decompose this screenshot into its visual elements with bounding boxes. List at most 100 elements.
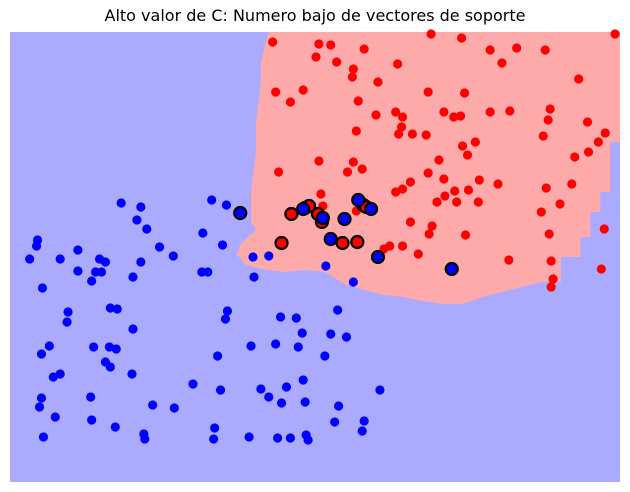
red-data-point bbox=[493, 179, 503, 189]
blue-data-point bbox=[264, 392, 274, 402]
blue-data-point bbox=[36, 393, 47, 403]
blue-data-point bbox=[128, 324, 138, 334]
red-data-point bbox=[357, 164, 367, 174]
blue-data-point bbox=[348, 277, 358, 287]
blue-data-point bbox=[168, 251, 178, 261]
red-data-point bbox=[273, 167, 284, 177]
blue-support-vector bbox=[323, 231, 338, 247]
blue-data-point bbox=[333, 305, 343, 315]
red-data-point bbox=[268, 37, 278, 47]
red-data-point bbox=[485, 107, 495, 117]
red-data-point bbox=[439, 174, 449, 184]
red-data-point bbox=[505, 106, 515, 116]
red-data-point bbox=[544, 229, 554, 239]
red-data-point bbox=[427, 221, 437, 231]
red-data-point bbox=[470, 137, 480, 147]
blue-data-point bbox=[285, 433, 296, 443]
red-data-point bbox=[391, 107, 401, 117]
red-data-point bbox=[546, 256, 556, 266]
red-data-point bbox=[432, 197, 442, 207]
blue-data-point bbox=[326, 329, 336, 339]
decision-regions bbox=[10, 32, 621, 482]
red-data-point bbox=[463, 185, 474, 195]
blue-data-point bbox=[110, 422, 120, 432]
blue-data-point bbox=[330, 417, 340, 427]
red-data-point bbox=[474, 175, 484, 185]
blue-data-point bbox=[209, 434, 219, 444]
red-data-point bbox=[462, 150, 473, 160]
blue-data-point bbox=[63, 307, 73, 317]
blue-data-point bbox=[256, 384, 266, 394]
red-data-point bbox=[394, 129, 404, 139]
red-data-point bbox=[434, 155, 444, 165]
red-data-point bbox=[456, 33, 467, 43]
red-data-point bbox=[397, 112, 408, 122]
red-data-point bbox=[582, 117, 593, 127]
blue-data-point bbox=[217, 240, 228, 250]
blue-data-point bbox=[264, 251, 274, 261]
blue-data-point bbox=[320, 351, 330, 361]
blue-data-point bbox=[62, 317, 72, 327]
red-data-point bbox=[583, 147, 594, 157]
blue-data-point bbox=[112, 304, 122, 314]
blue-data-point bbox=[116, 198, 126, 208]
blue-data-point bbox=[359, 416, 369, 426]
red-data-point bbox=[548, 274, 558, 284]
red-data-point bbox=[407, 129, 418, 139]
blue-data-point bbox=[210, 423, 220, 433]
red-data-point bbox=[538, 131, 548, 141]
blue-data-point bbox=[142, 224, 152, 234]
red-data-point bbox=[459, 88, 470, 98]
blue-data-point bbox=[87, 415, 97, 425]
red-data-point bbox=[397, 241, 408, 251]
blue-data-point bbox=[300, 397, 310, 407]
red-data-point bbox=[326, 40, 336, 50]
red-data-point bbox=[405, 177, 416, 187]
red-data-point bbox=[421, 130, 431, 140]
blue-data-point bbox=[375, 385, 385, 395]
blue-data-point bbox=[215, 385, 226, 395]
red-data-point bbox=[541, 183, 551, 193]
blue-data-point bbox=[222, 306, 233, 316]
red-data-point bbox=[423, 168, 433, 178]
blue-data-point bbox=[96, 267, 107, 277]
red-data-point bbox=[342, 167, 353, 177]
red-data-point bbox=[271, 87, 281, 97]
blue-data-point bbox=[275, 312, 286, 322]
blue-data-point bbox=[220, 314, 231, 324]
red-support-vector bbox=[350, 234, 365, 250]
red-data-point bbox=[396, 122, 407, 132]
red-data-point bbox=[426, 29, 436, 39]
blue-data-point bbox=[298, 375, 308, 385]
red-data-point bbox=[570, 152, 580, 162]
blue-data-point bbox=[127, 369, 137, 379]
blue-support-vector bbox=[233, 205, 248, 221]
blue-data-point bbox=[297, 328, 307, 338]
red-data-point bbox=[449, 112, 459, 122]
red-data-point bbox=[473, 197, 483, 207]
red-data-point bbox=[545, 104, 555, 114]
red-data-point bbox=[546, 282, 556, 292]
red-data-point bbox=[316, 189, 326, 199]
blue-data-point bbox=[86, 392, 96, 402]
blue-data-point bbox=[136, 202, 146, 212]
blue-data-point bbox=[291, 313, 301, 323]
red-data-point bbox=[371, 110, 381, 120]
red-data-point bbox=[512, 43, 522, 53]
support-vectors bbox=[233, 192, 459, 277]
red-data-point bbox=[439, 107, 449, 117]
blue-data-point bbox=[140, 434, 150, 444]
red-data-point bbox=[555, 199, 565, 209]
blue-data-point bbox=[87, 276, 97, 286]
blue-data-point bbox=[198, 228, 208, 238]
red-support-vector bbox=[274, 235, 289, 251]
red-data-point bbox=[610, 29, 620, 39]
blue-data-point bbox=[341, 332, 352, 342]
red-data-point bbox=[567, 179, 577, 189]
blue-support-vector bbox=[363, 201, 379, 217]
blue-data-point bbox=[212, 351, 223, 361]
blue-data-point bbox=[249, 272, 259, 282]
blue-data-point bbox=[25, 254, 35, 264]
red-data-point bbox=[314, 156, 324, 166]
red-data-point bbox=[285, 97, 296, 107]
